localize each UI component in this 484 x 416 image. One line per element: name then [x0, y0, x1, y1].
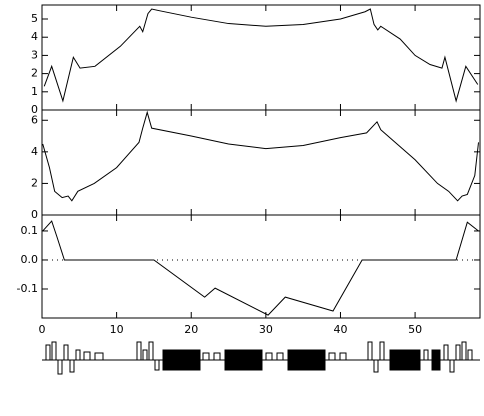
y-tick-label: 3 [31, 48, 38, 61]
x-tick-label: 30 [259, 323, 273, 336]
x-tick-label: 20 [184, 323, 198, 336]
y-tick-label: 0 [31, 208, 38, 221]
y-tick-label: 5 [31, 12, 38, 25]
dipole [431, 349, 441, 371]
dipole [162, 349, 201, 371]
y-tick-label: 2 [31, 176, 38, 189]
panel-frame [41, 214, 481, 319]
x-tick-label: 0 [39, 323, 46, 336]
dipole [224, 349, 263, 371]
dipole [287, 349, 326, 371]
x-tick-label: 40 [333, 323, 347, 336]
curve [42, 220, 479, 316]
panel-frame [41, 109, 481, 216]
y-tick-label: 0 [31, 103, 38, 116]
y-tick-label: 0.1 [21, 224, 39, 237]
quadrupoles [45, 341, 473, 375]
y-tick-label: -0.1 [17, 282, 38, 295]
dipole [389, 349, 421, 371]
y-tick-label: 6 [31, 113, 38, 126]
y-tick-label: 4 [31, 30, 38, 43]
x-tick-label: 10 [110, 323, 124, 336]
lattice [42, 341, 480, 375]
y-tick-label: 2 [31, 67, 38, 80]
y-tick-label: 1 [31, 85, 38, 98]
curve [42, 110, 480, 202]
curve [43, 8, 479, 103]
y-tick-label: 4 [31, 145, 38, 158]
y-tick-label: 0.0 [21, 253, 39, 266]
panel-frame [41, 4, 481, 111]
x-tick-label: 50 [408, 323, 422, 336]
